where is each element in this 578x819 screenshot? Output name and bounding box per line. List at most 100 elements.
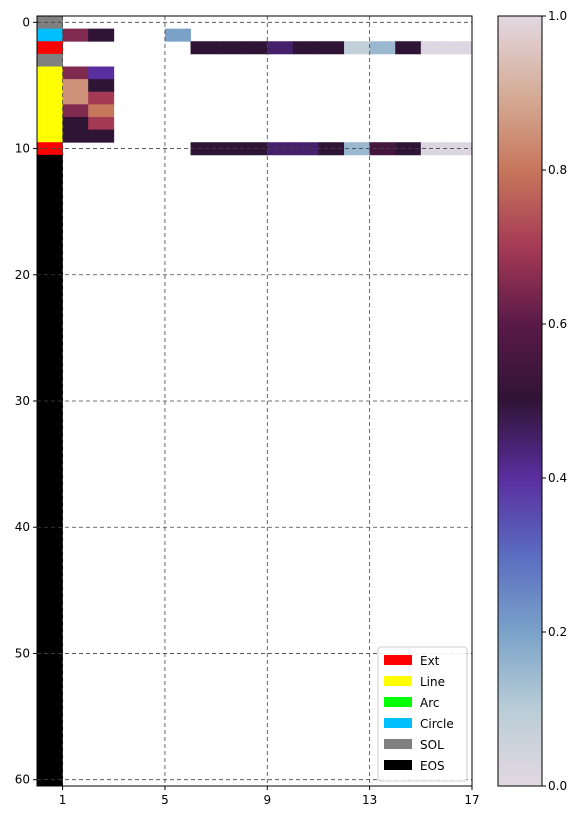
command-cell-47 <box>37 609 63 623</box>
command-cell-3 <box>37 53 63 67</box>
command-cell-44 <box>37 571 63 585</box>
legend: Ext Line Arc Circle SOL EOS <box>377 646 468 782</box>
y-tick-label-0: 0 <box>22 15 30 29</box>
param-cell-r4-c2 <box>88 66 115 80</box>
command-cell-51 <box>37 659 63 673</box>
param-cell-r8-c1 <box>62 116 89 131</box>
colorbar-tick-label-0.2: 0.2 <box>548 625 567 639</box>
command-cell-35 <box>37 457 63 471</box>
command-cell-34 <box>37 445 63 459</box>
command-cell-16 <box>37 217 63 231</box>
y-tick-label-30: 30 <box>15 394 30 408</box>
command-cell-10 <box>37 142 63 156</box>
command-cell-23 <box>37 306 63 320</box>
param-cell-r2-c8 <box>241 41 268 55</box>
param-cell-r2-c7 <box>216 41 243 55</box>
command-cell-30 <box>37 394 63 408</box>
x-tick-label-5: 5 <box>161 793 169 807</box>
command-cell-27 <box>37 356 63 370</box>
legend-swatch-eos <box>384 760 412 770</box>
param-cell-r10-c12 <box>344 142 371 156</box>
param-cell-r7-c1 <box>62 104 89 118</box>
param-cell-r2-c14 <box>395 41 422 55</box>
param-cell-r1-c5 <box>164 28 191 42</box>
legend-swatch-arc <box>384 697 412 707</box>
command-cell-24 <box>37 318 63 332</box>
command-cell-41 <box>37 533 63 547</box>
colorbar-tick-label-0.0: 0.0 <box>548 779 567 793</box>
command-cell-0 <box>37 16 63 30</box>
colorbar-tick-label-0.6: 0.6 <box>548 317 567 331</box>
legend-label-ext: Ext <box>420 654 440 668</box>
legend-label-sol: SOL <box>420 738 444 752</box>
colorbar: 0.0 0.2 0.4 0.6 0.8 1.0 <box>497 9 567 793</box>
param-cell-r9-c2 <box>88 129 115 143</box>
param-cell-r9-c1 <box>62 129 89 143</box>
command-cell-32 <box>37 419 63 433</box>
param-cell-r2-c12 <box>344 41 371 55</box>
command-cell-19 <box>37 255 63 269</box>
command-cell-40 <box>37 520 63 534</box>
command-cell-1 <box>37 28 63 42</box>
colorbar-tick-label-0.8: 0.8 <box>548 163 567 177</box>
command-cell-20 <box>37 268 63 282</box>
command-cell-28 <box>37 369 63 383</box>
param-cell-r1-c1 <box>62 28 89 42</box>
colorbar-tick-label-1.0: 1.0 <box>548 9 567 23</box>
y-tick-label-10: 10 <box>15 142 30 156</box>
command-cell-6 <box>37 91 63 105</box>
param-cell-r4-c1 <box>62 66 89 80</box>
param-cell-r2-c6 <box>190 41 217 55</box>
command-cell-7 <box>37 104 63 118</box>
command-cell-15 <box>37 205 63 219</box>
command-cell-57 <box>37 735 63 749</box>
command-cell-52 <box>37 672 63 686</box>
param-cell-r2-c16 <box>446 41 473 55</box>
command-cell-8 <box>37 116 63 131</box>
command-cell-26 <box>37 344 63 358</box>
command-cell-55 <box>37 710 63 724</box>
command-cell-5 <box>37 79 63 93</box>
param-cell-r6-c2 <box>88 91 115 105</box>
y-tick-label-20: 20 <box>15 268 30 282</box>
command-cell-17 <box>37 230 63 244</box>
command-cell-11 <box>37 154 63 168</box>
param-cell-r7-c2 <box>88 104 115 118</box>
y-tick-label-40: 40 <box>15 520 30 534</box>
command-cell-13 <box>37 180 63 194</box>
colorbar-body <box>497 15 543 787</box>
command-cell-43 <box>37 558 63 572</box>
heatmap-plot: 1 5 9 13 17 0 10 20 30 40 50 60 <box>15 15 480 807</box>
x-tick-label-1: 1 <box>59 793 67 807</box>
command-cell-60 <box>37 773 63 787</box>
command-cell-14 <box>37 192 63 206</box>
command-cell-37 <box>37 483 63 497</box>
param-cell-r10-c9 <box>267 142 294 156</box>
legend-label-eos: EOS <box>420 759 445 773</box>
legend-swatch-ext <box>384 655 412 665</box>
command-cell-42 <box>37 546 63 560</box>
command-cell-38 <box>37 495 63 509</box>
param-cell-r5-c1 <box>62 79 89 93</box>
command-cell-46 <box>37 596 63 610</box>
command-cell-25 <box>37 331 63 345</box>
command-cell-21 <box>37 281 63 295</box>
param-cell-r2-c13 <box>369 41 396 55</box>
command-cell-49 <box>37 634 63 648</box>
command-cell-29 <box>37 382 63 396</box>
command-cell-33 <box>37 432 63 446</box>
x-tick-label-17: 17 <box>464 793 479 807</box>
param-cell-r6-c1 <box>62 91 89 105</box>
legend-label-arc: Arc <box>420 696 439 710</box>
y-tick-label-50: 50 <box>15 646 30 660</box>
command-cell-4 <box>37 66 63 80</box>
command-cell-18 <box>37 243 63 257</box>
command-cell-22 <box>37 293 63 307</box>
legend-swatch-sol <box>384 739 412 749</box>
param-cell-r1-c2 <box>88 28 115 42</box>
legend-label-circle: Circle <box>420 717 454 731</box>
command-cell-53 <box>37 685 63 699</box>
command-cell-45 <box>37 584 63 598</box>
y-tick-label-60: 60 <box>15 773 30 787</box>
